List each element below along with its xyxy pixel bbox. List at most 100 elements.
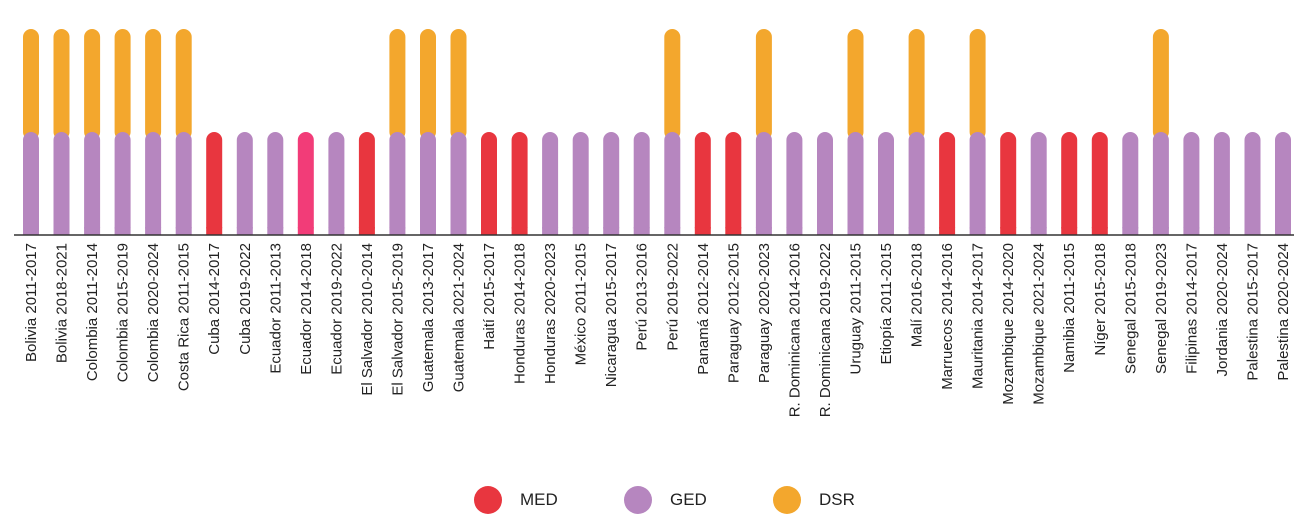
x-tick-label-41: Palestina 2020-2024	[1275, 243, 1292, 381]
legend-swatch-dsr	[773, 486, 801, 514]
bar-ged-36	[1122, 132, 1139, 235]
bar-dsr-24	[755, 29, 772, 140]
bar-base-cap-9	[297, 227, 314, 235]
bar-base-cap-22	[694, 227, 711, 235]
legend-swatch-med	[474, 486, 502, 514]
bar-base-cap-28	[878, 227, 894, 235]
bar-ged-18	[572, 132, 589, 235]
bar-base-cap-4	[145, 227, 162, 235]
x-tick-label-24: Paraguay 2020-2023	[756, 243, 773, 383]
legend-label-ged: GED	[670, 490, 707, 509]
bar-med-9	[297, 132, 314, 235]
bar-med-23	[725, 132, 742, 235]
bar-base-cap-19	[603, 227, 620, 235]
bar-base-cap-24	[755, 227, 772, 235]
bar-ged-7	[236, 132, 253, 235]
bar-ged-41	[1275, 132, 1291, 235]
bar-dsr-37	[1152, 29, 1169, 140]
bar-base-cap-7	[236, 227, 253, 235]
x-tick-label-21: Perú 2019-2022	[664, 243, 681, 351]
x-tick-label-6: Cuba 2014-2017	[206, 243, 223, 355]
bar-ged-2	[84, 132, 101, 235]
x-tick-label-30: Marruecos 2014-2016	[939, 243, 956, 390]
bar-base-cap-2	[84, 227, 101, 235]
x-tick-label-8: Ecuador 2011-2013	[267, 243, 284, 374]
bar-ged-39	[1213, 132, 1230, 235]
bar-dsr-12	[389, 29, 406, 140]
bar-ged-4	[145, 132, 162, 235]
bar-base-cap-41	[1275, 227, 1291, 235]
x-tick-label-23: Paraguay 2012-2015	[725, 243, 742, 383]
bar-dsr-4	[145, 29, 162, 140]
bar-dsr-5	[175, 29, 192, 140]
legend-item-med: MED	[474, 486, 558, 514]
bar-dsr-3	[114, 29, 131, 140]
bar-med-22	[694, 132, 711, 235]
bar-med-34	[1061, 132, 1078, 235]
x-tick-label-26: R. Dominicana 2019-2022	[817, 243, 834, 417]
bar-ged-25	[786, 132, 803, 235]
bar-ged-17	[542, 132, 559, 235]
x-tick-label-38: Filipinas 2014-2017	[1183, 243, 1200, 374]
bar-ged-24	[755, 132, 772, 235]
legend-item-dsr: DSR	[773, 486, 855, 514]
bar-dsr-29	[908, 29, 925, 140]
bar-ged-3	[114, 132, 131, 235]
x-tick-label-0: Bolivia 2011-2017	[23, 243, 40, 362]
bar-dsr-31	[969, 29, 986, 140]
x-tick-label-31: Mauritania 2014-2017	[970, 243, 987, 389]
x-tick-label-11: El Salvador 2010-2014	[359, 243, 376, 396]
x-tick-label-9: Ecuador 2014-2018	[298, 243, 315, 375]
bar-base-cap-5	[175, 227, 192, 235]
bar-base-cap-34	[1061, 227, 1078, 235]
x-tick-label-40: Palestina 2015-2017	[1245, 243, 1262, 381]
x-tick-label-28: Etiopía 2011-2015	[878, 243, 895, 365]
x-tick-label-22: Panamá 2012-2014	[695, 243, 712, 375]
bar-base-cap-37	[1152, 227, 1169, 235]
bar-dsr-0	[23, 29, 39, 140]
x-tick-label-32: Mozambique 2014-2020	[1000, 243, 1017, 405]
bar-ged-12	[389, 132, 406, 235]
stacked-bar-chart: Bolivia 2011-2017 Bolivia 2018-2021 Colomb…	[14, 29, 1294, 417]
bar-base-cap-18	[572, 227, 589, 235]
bar-base-cap-35	[1091, 227, 1108, 235]
bar-base-cap-16	[511, 227, 528, 235]
bar-dsr-21	[664, 29, 681, 140]
bar-base-cap-14	[450, 227, 467, 235]
x-tick-label-13: Guatemala 2013-2017	[420, 243, 437, 392]
x-tick-labels: Bolivia 2011-2017 Bolivia 2018-2021 Colomb…	[23, 243, 1292, 417]
bar-ged-5	[175, 132, 192, 235]
bar-base-cap-30	[939, 227, 956, 235]
bar-base-cap-8	[267, 227, 284, 235]
bar-base-cap-36	[1122, 227, 1139, 235]
bar-dsr-1	[53, 29, 70, 140]
bar-base-cap-38	[1183, 227, 1200, 235]
legend-swatch-ged	[624, 486, 652, 514]
x-tick-label-5: Costa Rica 2011-2015	[176, 243, 193, 391]
bars-group	[23, 29, 1291, 235]
bar-ged-29	[908, 132, 925, 235]
bar-base-cap-31	[969, 227, 986, 235]
bar-ged-38	[1183, 132, 1200, 235]
x-tick-label-12: El Salvador 2015-2019	[389, 243, 406, 396]
bar-base-cap-29	[908, 227, 925, 235]
legend-label-dsr: DSR	[819, 490, 855, 509]
bar-med-32	[1000, 132, 1017, 235]
bar-base-cap-6	[206, 227, 223, 235]
bar-base-cap-27	[847, 227, 864, 235]
x-tick-label-35: Níger 2015-2018	[1092, 243, 1109, 356]
bar-base-cap-25	[786, 227, 803, 235]
bar-dsr-13	[420, 29, 436, 140]
bar-ged-19	[603, 132, 620, 235]
bar-med-15	[481, 132, 497, 235]
bar-ged-20	[633, 132, 650, 235]
x-tick-label-20: Perú 2013-2016	[634, 243, 651, 351]
x-tick-label-27: Uruguay 2011-2015	[848, 243, 865, 374]
bar-base-cap-0	[23, 227, 39, 235]
bar-dsr-14	[450, 29, 467, 140]
bar-dsr-2	[84, 29, 101, 140]
bar-base-cap-12	[389, 227, 406, 235]
bar-ged-1	[53, 132, 70, 235]
bar-base-cap-26	[817, 227, 833, 235]
bar-ged-0	[23, 132, 39, 235]
